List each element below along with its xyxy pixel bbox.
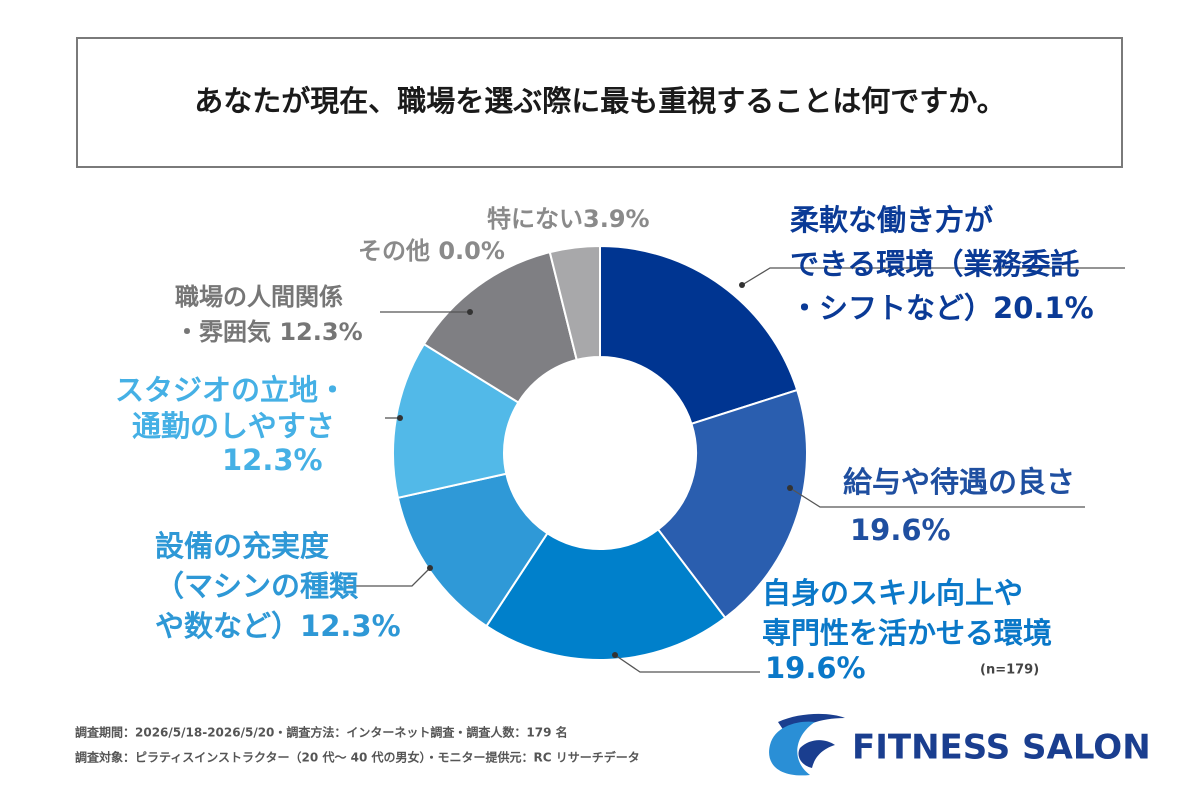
value-label: 12.3%	[279, 318, 362, 346]
logo-mark	[798, 740, 835, 768]
slice-label: 給与や待遇の良さ 19.6%	[843, 465, 1075, 547]
leader-dot	[612, 652, 618, 658]
label-line: 給与や待遇の良さ	[843, 465, 1075, 499]
label-line: スタジオの立地・	[115, 373, 347, 407]
value-label: 12.3%	[300, 609, 401, 643]
leader-line	[789, 487, 1085, 508]
slice-label: その他 0.0%	[358, 237, 505, 265]
leader-line	[348, 567, 431, 587]
slice-label: スタジオの立地・通勤のしやすさ 12.3%	[115, 373, 347, 477]
value-label: 0.0%	[438, 237, 505, 265]
label-line: 自身のスキル向上や	[762, 576, 1023, 610]
logo: FITNESS SALON	[769, 713, 1151, 776]
value-label: 3.9%	[583, 205, 650, 233]
title-box	[76, 37, 1123, 168]
label-line: や数など）	[155, 609, 300, 643]
brand-name: FITNESS SALON	[852, 728, 1151, 768]
leader-dot	[739, 282, 745, 288]
label-line: 職場の人間関係	[175, 283, 343, 311]
slice-label: 自身のスキル向上や専門性を活かせる環境 19.6%	[762, 576, 1052, 685]
donut	[392, 244, 808, 661]
value-label: 20.1%	[993, 291, 1094, 325]
value-label: 19.6%	[765, 651, 866, 685]
labels: 柔軟な働き方ができる環境（業務委託・シフトなど）20.1% 給与や待遇の良さ 19.…	[115, 203, 1094, 685]
footnote: 調査対象：ピラティスインストラクター（20 代～ 40 代の男女）・モニター提供…	[75, 750, 640, 765]
slice-label: 特にない3.9%	[487, 205, 650, 233]
slice	[656, 388, 808, 620]
label-line: 専門性を活かせる環境	[762, 616, 1052, 650]
footnote: 調査期間：2026/5/18-2026/5/20・調査方法：インターネット調査・…	[75, 725, 568, 740]
label-line: 通勤のしやすさ	[132, 409, 335, 443]
leader-dot	[787, 485, 793, 491]
chart-title: あなたが現在、職場を選ぶ際に最も重視することは何ですか。	[194, 84, 1005, 118]
leader-dot	[427, 565, 433, 571]
label-line: その他	[358, 237, 438, 265]
leader-dot	[467, 309, 473, 315]
slice	[599, 244, 799, 426]
value-label: 19.6%	[850, 513, 951, 547]
sample-note: (n=179)	[980, 663, 1039, 678]
slice-label: 職場の人間関係・雰囲気 12.3%	[175, 283, 363, 346]
label-line: （マシンの種類	[155, 569, 359, 603]
leader-line	[741, 267, 1125, 286]
label-line: ・シフトなど）	[790, 291, 993, 325]
label-line: ・雰囲気	[175, 318, 279, 346]
label-line: 柔軟な働き方が	[790, 203, 993, 237]
leader-dot	[397, 415, 403, 421]
leader-line	[614, 654, 760, 673]
slice	[548, 244, 601, 362]
slice	[485, 528, 727, 661]
value-label: 12.3%	[222, 443, 323, 477]
label-line: できる環境（業務委託	[790, 247, 1079, 281]
leader-lines	[348, 267, 1125, 673]
label-line: 特にない	[487, 205, 583, 233]
logo-mark	[769, 721, 815, 776]
label-line: 設備の充実度	[155, 529, 329, 563]
slice-label: 柔軟な働き方ができる環境（業務委託・シフトなど）20.1%	[790, 203, 1094, 325]
slice-label: 設備の充実度 （マシンの種類や数など）12.3%	[155, 529, 401, 643]
